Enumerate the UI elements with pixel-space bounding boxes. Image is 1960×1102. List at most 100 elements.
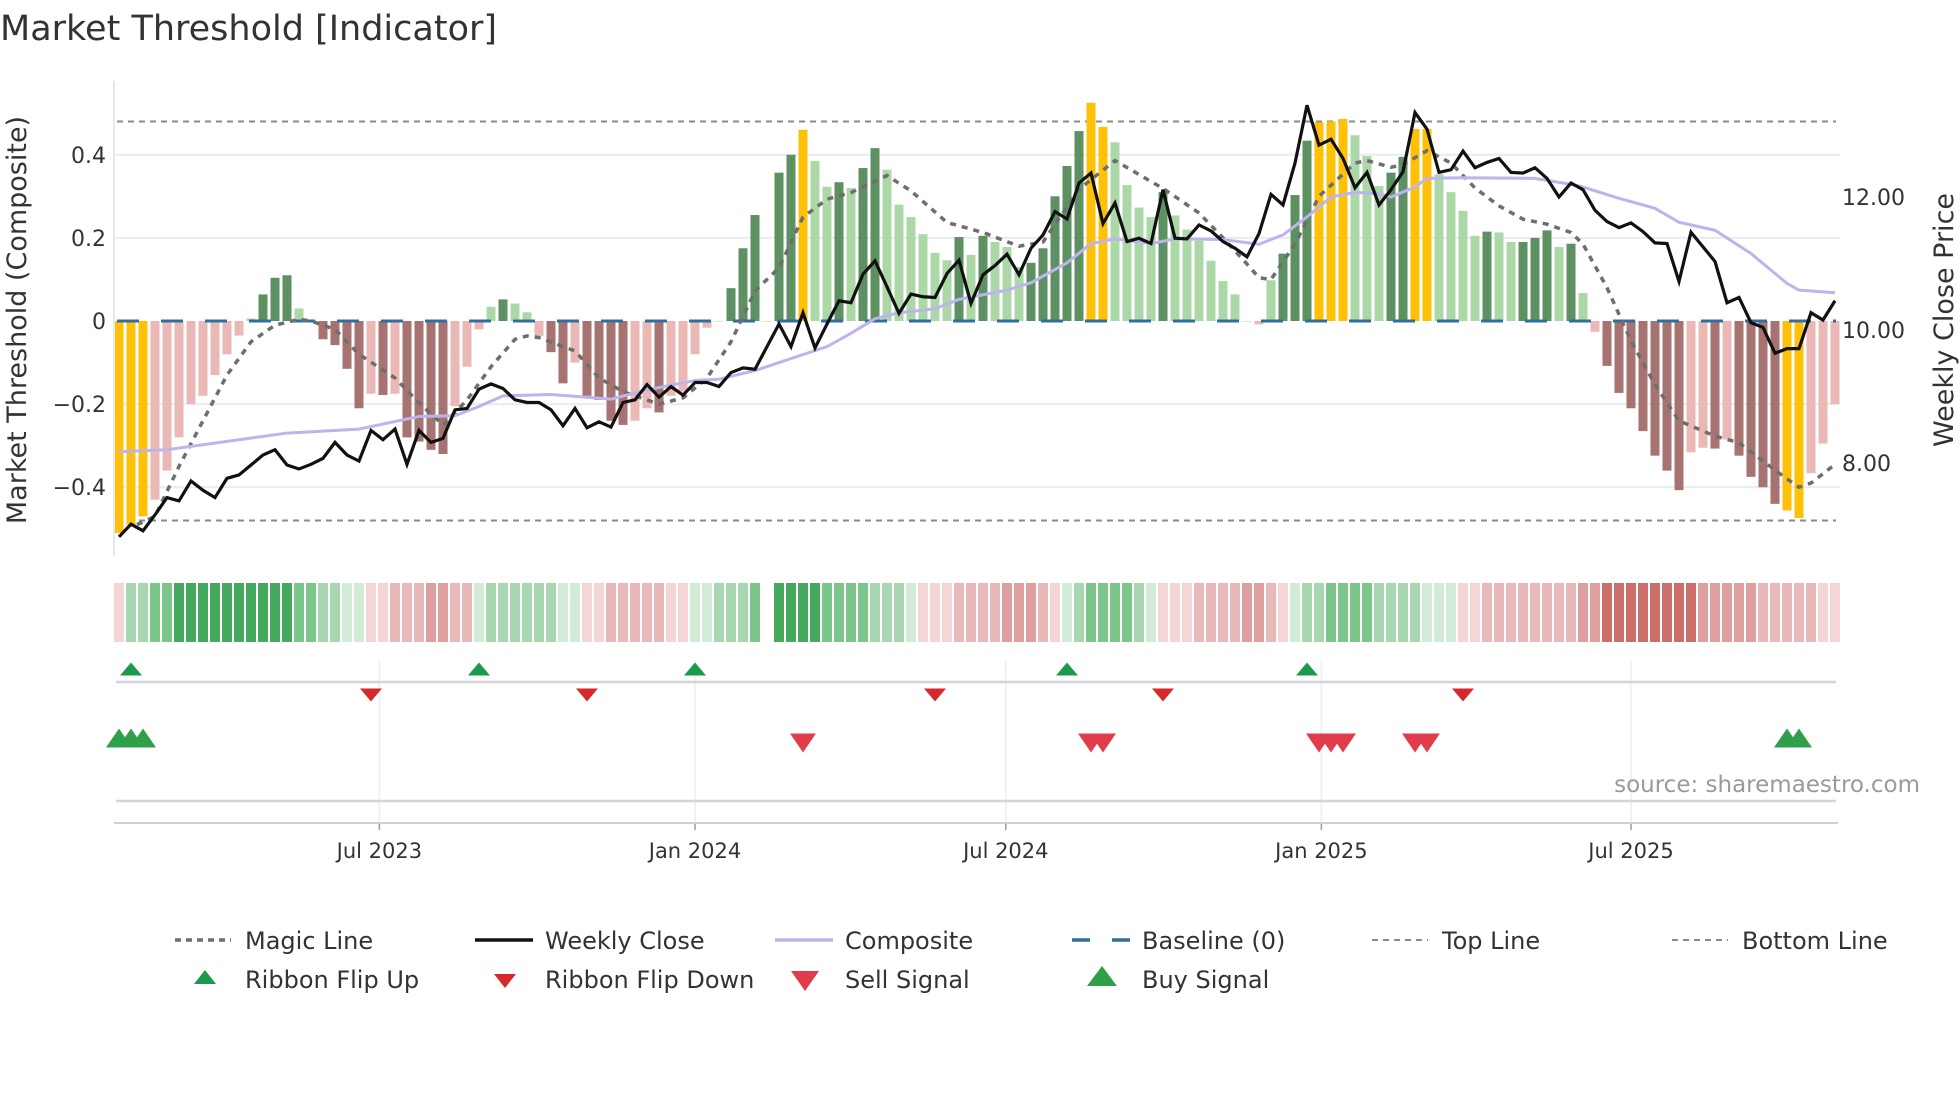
ribbon-flip-down-marker xyxy=(1452,688,1474,702)
ribbon-cell xyxy=(1434,583,1444,642)
ribbon-cell xyxy=(1794,583,1804,642)
ribbon-cell xyxy=(930,583,940,642)
ribbon-cell xyxy=(114,583,124,642)
ribbon-cell xyxy=(426,583,436,642)
legend-label: Bottom Line xyxy=(1742,927,1888,955)
composite-bar xyxy=(1134,207,1144,321)
ribbon-cell xyxy=(678,583,688,642)
composite-bar xyxy=(1554,247,1564,321)
composite-bar xyxy=(318,321,328,340)
composite-bar xyxy=(1326,121,1336,322)
weekly-close-line xyxy=(117,104,1837,538)
legend-item: Ribbon Flip Down xyxy=(494,966,754,994)
composite-bar xyxy=(870,148,880,321)
composite-bar xyxy=(474,321,484,330)
composite-bar xyxy=(1734,321,1744,456)
ribbon-cell xyxy=(1074,583,1084,642)
ribbon-cell xyxy=(162,583,172,642)
ribbon-cell xyxy=(534,583,544,642)
composite-bar xyxy=(906,217,916,321)
ribbon-cell xyxy=(210,583,220,642)
composite-bar xyxy=(1782,321,1792,511)
ribbon-cell xyxy=(582,583,592,642)
composite-bar xyxy=(150,321,160,500)
composite-bar xyxy=(846,188,856,321)
composite-bar xyxy=(1698,321,1708,448)
composite-bars xyxy=(114,102,1840,533)
ribbon-cell xyxy=(894,583,904,642)
ribbon-cell xyxy=(366,583,376,642)
composite-bar xyxy=(726,288,736,321)
ribbon-cell xyxy=(1026,583,1036,642)
composite-bar xyxy=(546,321,556,353)
ribbon-cell xyxy=(138,583,148,642)
composite-line xyxy=(118,176,1836,454)
composite-bar xyxy=(894,204,904,321)
composite-bar xyxy=(918,234,928,321)
ribbon-cell xyxy=(1098,583,1108,642)
composite-bar xyxy=(1014,266,1024,321)
composite-bar xyxy=(438,321,448,454)
legend-item: Sell Signal xyxy=(791,966,970,994)
ribbon-cell xyxy=(726,583,736,642)
ribbon-cell xyxy=(1818,583,1828,642)
composite-bar xyxy=(222,321,232,355)
ribbon-cell xyxy=(1410,583,1420,642)
ribbon-cell xyxy=(1638,583,1648,642)
y-left-tick-label: 0.2 xyxy=(71,227,106,252)
composite-bar xyxy=(1482,231,1492,321)
composite-bar xyxy=(1338,119,1348,321)
ribbon-cell xyxy=(702,583,712,642)
ribbon-cell xyxy=(1350,583,1360,642)
composite-bar xyxy=(774,172,784,321)
ribbon-cell xyxy=(1326,583,1336,642)
composite-bar xyxy=(882,169,892,321)
composite-bar xyxy=(1374,185,1384,321)
legend-label: Buy Signal xyxy=(1142,966,1269,994)
ribbon-cell xyxy=(1266,583,1276,642)
composite-bar xyxy=(750,215,760,321)
ribbon-cell xyxy=(1470,583,1480,642)
composite-bar xyxy=(1314,122,1324,321)
composite-bar xyxy=(1242,321,1252,322)
y-left-axis-label: Market Threshold (Composite) xyxy=(2,116,33,524)
composite-bar xyxy=(486,306,496,321)
composite-bar xyxy=(126,321,136,525)
buy-signal-marker xyxy=(130,728,156,748)
ribbon-cell xyxy=(858,583,868,642)
composite-bar xyxy=(1290,195,1300,321)
y-left-tick-label: 0 xyxy=(92,310,106,335)
ribbon-cell xyxy=(306,583,316,642)
ribbon-cell xyxy=(1062,583,1072,642)
ribbon-cell xyxy=(606,583,616,642)
legend-item: Bottom Line xyxy=(1672,927,1888,955)
composite-bar xyxy=(1650,321,1660,456)
composite-bar xyxy=(414,321,424,442)
composite-bar xyxy=(510,303,520,321)
composite-bar xyxy=(402,321,412,438)
composite-bar xyxy=(642,321,652,409)
composite-bar xyxy=(1614,321,1624,393)
ribbon-cell xyxy=(282,583,292,642)
ribbon-cell xyxy=(1218,583,1228,642)
composite-bar xyxy=(1458,210,1468,321)
composite-bar xyxy=(534,321,544,336)
composite-bar xyxy=(942,260,952,321)
composite-bar xyxy=(330,321,340,346)
ribbon-flip-down-marker xyxy=(360,688,382,702)
composite-bar xyxy=(1722,321,1732,440)
ribbon-cell xyxy=(354,583,364,642)
composite-bar xyxy=(282,275,292,321)
ribbon-cell xyxy=(126,583,136,642)
ribbon-cell xyxy=(1206,583,1216,642)
composite-bar xyxy=(1770,321,1780,504)
composite-bar xyxy=(1542,230,1552,321)
composite-bar xyxy=(1002,247,1012,321)
composite-bar xyxy=(714,321,724,322)
ribbon-cell xyxy=(450,583,460,642)
legend-item: Ribbon Flip Up xyxy=(194,966,419,994)
ribbon-flip-up-marker xyxy=(468,662,490,676)
ribbon-cell xyxy=(738,583,748,642)
ribbon-cell xyxy=(1458,583,1468,642)
composite-bar xyxy=(1122,185,1132,321)
